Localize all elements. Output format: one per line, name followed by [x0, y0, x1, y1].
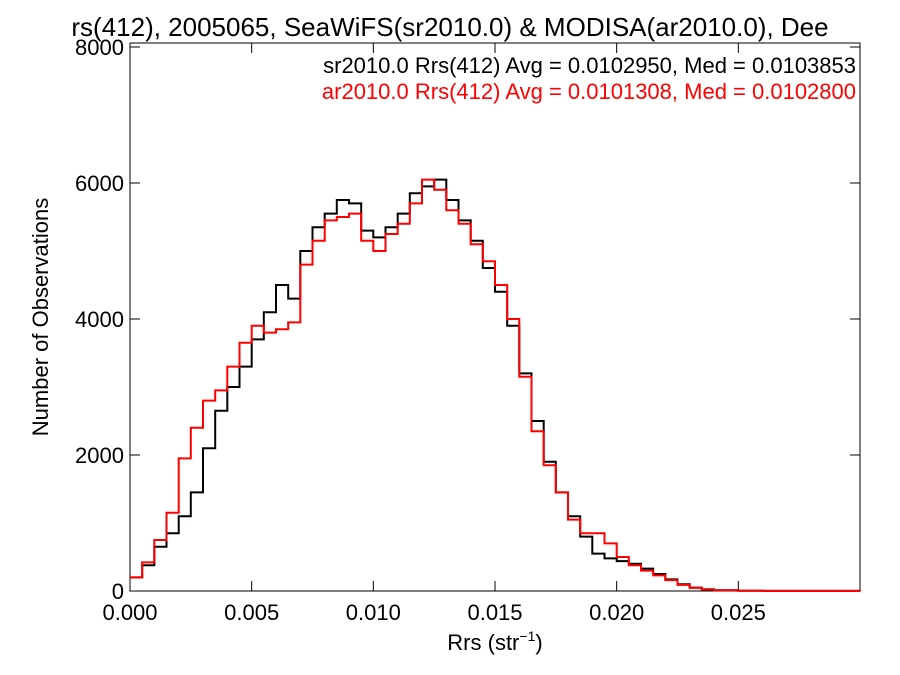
- plot-frame: [129, 42, 861, 592]
- y-tick-label: 2000: [75, 443, 124, 468]
- x-tick-label: 0.010: [346, 600, 401, 625]
- series-layer: [130, 178, 861, 592]
- x-tick-label: 0.020: [589, 600, 644, 625]
- legend-entry-ar2010: ar2010.0 Rrs(412) Avg = 0.0101308, Med =…: [322, 79, 856, 104]
- y-axis-ticks: 0 2000 4000 6000 8000: [75, 35, 860, 604]
- x-tick-label: 0.000: [102, 600, 157, 625]
- x-axis-ticks: 0.000 0.005 0.010 0.015 0.020 0.025: [102, 43, 766, 625]
- x-tick-label: 0.005: [224, 600, 279, 625]
- y-tick-label: 6000: [75, 171, 124, 196]
- x-axis-title: Rrs (str−1): [447, 628, 542, 655]
- chart-title: rs(412), 2005065, SeaWiFS(sr2010.0) & MO…: [71, 12, 828, 42]
- series-line-sr2010: [130, 178, 861, 592]
- y-tick-label: 4000: [75, 307, 124, 332]
- y-tick-label: 0: [112, 579, 124, 604]
- y-tick-label: 8000: [75, 35, 124, 60]
- series-line-ar2010: [130, 178, 861, 592]
- legend-entry-sr2010: sr2010.0 Rrs(412) Avg = 0.0102950, Med =…: [323, 53, 856, 78]
- y-axis-title: Number of Observations: [28, 198, 53, 436]
- x-tick-label: 0.015: [467, 600, 522, 625]
- x-tick-label: 0.025: [711, 600, 766, 625]
